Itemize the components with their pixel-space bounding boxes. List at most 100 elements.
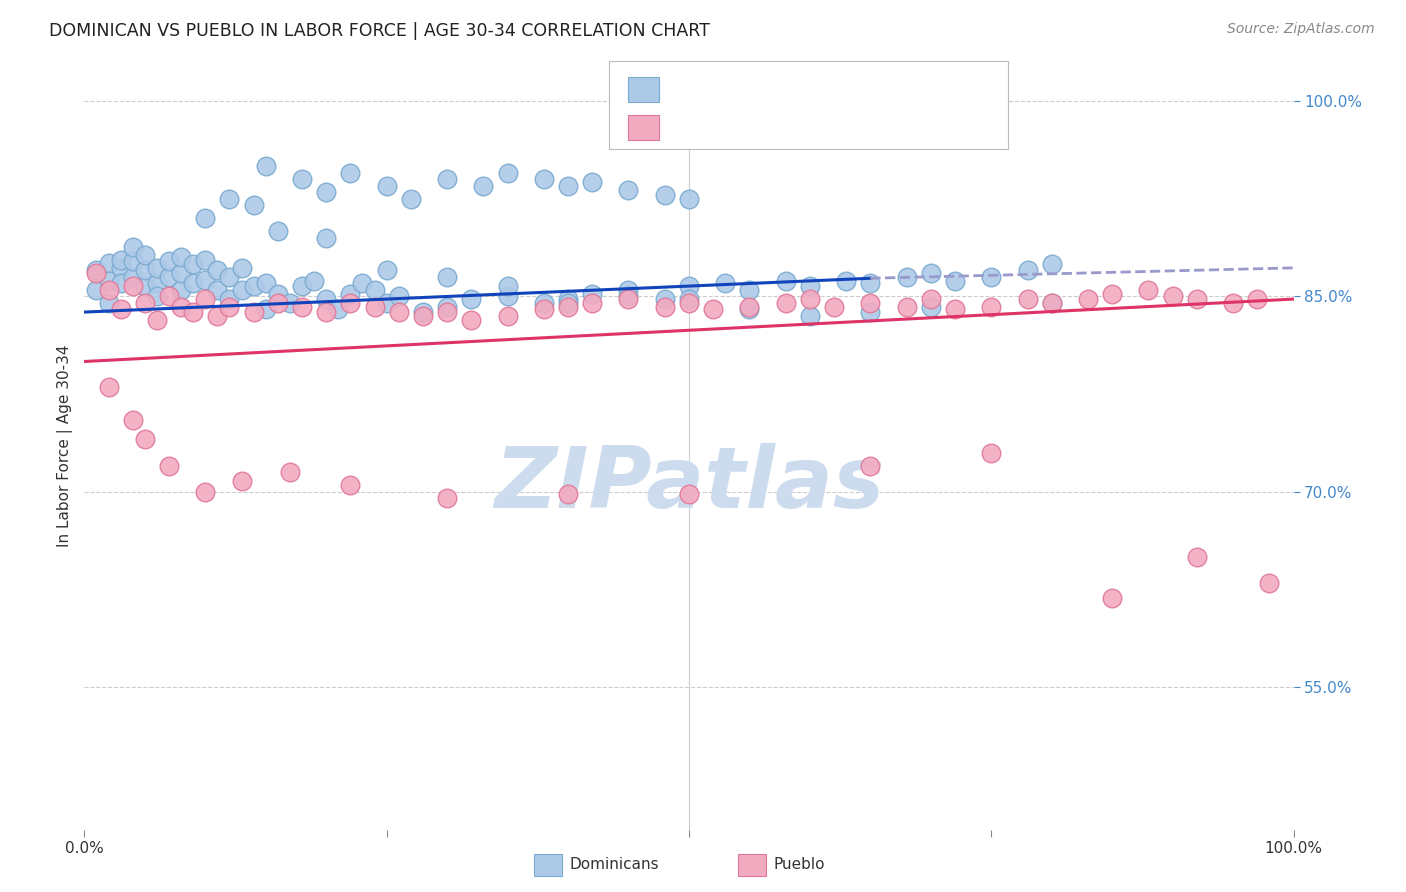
Point [678,487,700,501]
Text: N =: N = [790,114,832,132]
Point [799,292,821,306]
Point [896,270,918,285]
Point [207,263,229,277]
Point [97,296,120,310]
Point [363,300,385,314]
Point [86,266,108,280]
Point [315,305,337,319]
Point [218,300,240,314]
Point [799,279,821,293]
Point [194,292,217,306]
Point [291,300,314,314]
Point [654,188,676,202]
Point [1101,591,1123,606]
Point [157,270,180,285]
Point [170,266,193,280]
Point [436,270,458,285]
Point [121,413,143,427]
Point [533,172,555,186]
Point [194,272,217,286]
Point [254,160,277,174]
Point [581,296,603,310]
Point [714,277,737,291]
Point [218,270,240,285]
Point [859,305,882,319]
Point [702,302,724,317]
Point [654,292,676,306]
Point [980,445,1002,459]
Point [412,309,434,323]
Point [1017,263,1039,277]
Point [157,289,180,303]
Point [97,255,120,269]
Text: 0.060: 0.060 [713,78,769,96]
Point [121,240,143,254]
Point [315,292,337,306]
Point [86,283,108,297]
Point [859,277,882,291]
Point [436,300,458,314]
Point [943,274,966,288]
Point [1040,296,1063,310]
Text: R =: R = [671,78,707,96]
Point [496,166,519,180]
Point [146,277,169,291]
Point [557,487,579,501]
Point [291,279,314,293]
Point [315,231,337,245]
Point [375,296,398,310]
Point [134,433,156,447]
Text: R =: R = [671,114,711,132]
Point [157,254,180,268]
Text: Source: ZipAtlas.com: Source: ZipAtlas.com [1227,22,1375,37]
Point [738,300,761,314]
Point [146,260,169,275]
Point [242,279,264,293]
Text: 100: 100 [832,78,870,96]
Point [678,292,700,306]
Point [86,263,108,277]
Point [496,309,519,323]
Point [738,302,761,317]
Point [146,289,169,303]
Point [170,283,193,297]
Point [533,296,555,310]
Point [97,283,120,297]
Point [617,283,640,297]
Point [617,292,640,306]
Point [134,279,156,293]
Point [254,302,277,317]
Point [1246,292,1268,306]
Point [1137,283,1160,297]
Point [339,166,361,180]
Point [1185,549,1208,564]
Point [97,380,120,394]
Point [1258,575,1281,590]
Point [339,478,361,492]
Point [617,183,640,197]
Point [775,274,797,288]
Point [920,300,942,314]
Point [835,274,858,288]
Text: N =: N = [790,78,827,96]
Point [218,292,240,306]
Point [291,172,314,186]
Point [859,458,882,473]
Point [654,300,676,314]
Point [267,224,290,238]
Point [980,270,1002,285]
Point [388,289,411,303]
Point [267,296,290,310]
Point [242,198,264,212]
Point [194,484,217,499]
Point [254,277,277,291]
Point [339,296,361,310]
Point [121,279,143,293]
Point [1040,257,1063,271]
Point [920,292,942,306]
Point [134,296,156,310]
Point [436,491,458,505]
Point [1040,296,1063,310]
Point [170,251,193,265]
Point [920,266,942,280]
